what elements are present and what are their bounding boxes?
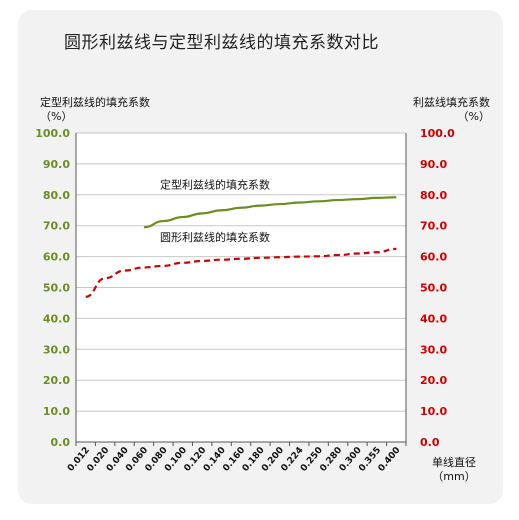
series-label-1: 定型利兹线的填充系数 (160, 177, 270, 191)
right-tick-label: 30.0 (420, 343, 447, 356)
left-tick-label: 100.0 (35, 127, 70, 140)
left-tick-label: 40.0 (43, 312, 70, 325)
right-axis-label: 利兹线填充系数 (413, 96, 490, 109)
right-tick-label: 20.0 (420, 374, 447, 387)
right-tick-label: 80.0 (420, 189, 447, 202)
left-tick-label: 60.0 (43, 251, 70, 264)
left-tick-label: 80.0 (43, 189, 70, 202)
left-axis-unit: （%） (40, 110, 73, 123)
left-tick-label: 20.0 (43, 374, 70, 387)
right-tick-label: 10.0 (420, 405, 447, 418)
left-axis-title: 定型利兹线的填充系数 （%） (40, 96, 150, 124)
x-axis-label: 单线直径 (432, 456, 476, 469)
left-tick-label: 0.0 (51, 436, 71, 449)
right-axis-unit: （%） (457, 110, 490, 123)
left-tick-label: 30.0 (43, 343, 70, 356)
chart-title: 圆形利兹线与定型利兹线的填充系数对比 (64, 33, 379, 53)
series-line-2 (85, 247, 397, 298)
left-tick-label: 10.0 (43, 405, 70, 418)
right-tick-label: 0.0 (420, 436, 440, 449)
left-tick-label: 70.0 (43, 220, 70, 233)
x-axis-title: 单线直径 （mm） (424, 456, 484, 484)
right-tick-label: 40.0 (420, 312, 447, 325)
right-tick-label: 50.0 (420, 282, 447, 295)
series-line-1 (143, 196, 397, 229)
x-axis-unit: （mm） (432, 470, 476, 483)
left-tick-label: 90.0 (43, 158, 70, 171)
right-axis-title: 利兹线填充系数 （%） (398, 96, 490, 124)
right-tick-label: 60.0 (420, 251, 447, 264)
series-label-2: 圆形利兹线的填充系数 (160, 230, 270, 244)
left-tick-label: 50.0 (43, 282, 70, 295)
right-tick-label: 70.0 (420, 220, 447, 233)
right-tick-label: 90.0 (420, 158, 447, 171)
left-axis-label: 定型利兹线的填充系数 (40, 96, 150, 109)
right-tick-label: 100.0 (420, 127, 455, 140)
